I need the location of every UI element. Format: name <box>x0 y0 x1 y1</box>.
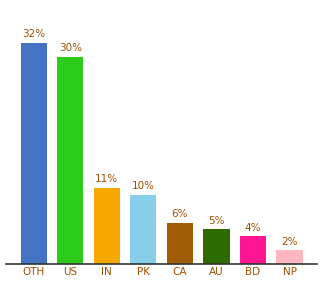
Bar <box>203 230 229 264</box>
Text: 2%: 2% <box>281 237 298 247</box>
Text: 5%: 5% <box>208 216 225 226</box>
Bar <box>276 250 303 264</box>
Bar <box>94 188 120 264</box>
Text: 4%: 4% <box>245 223 261 233</box>
Bar <box>57 56 84 264</box>
Bar <box>20 43 47 264</box>
Text: 11%: 11% <box>95 175 118 184</box>
Text: 10%: 10% <box>132 182 155 191</box>
Bar <box>130 195 156 264</box>
Text: 32%: 32% <box>22 29 45 39</box>
Bar <box>167 223 193 264</box>
Bar <box>240 236 266 264</box>
Text: 6%: 6% <box>172 209 188 219</box>
Text: 30%: 30% <box>59 43 82 53</box>
